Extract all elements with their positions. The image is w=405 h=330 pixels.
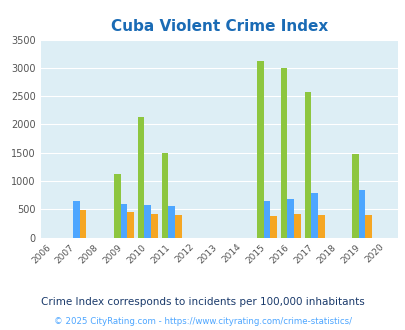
Bar	[79, 210, 86, 238]
Bar	[137, 116, 144, 238]
Bar	[317, 215, 324, 238]
Bar	[293, 214, 300, 238]
Bar	[151, 214, 158, 238]
Bar	[270, 215, 276, 238]
Bar	[144, 205, 151, 238]
Bar	[287, 199, 293, 238]
Bar	[256, 60, 263, 238]
Bar	[351, 154, 358, 238]
Bar	[127, 212, 134, 238]
Title: Cuba Violent Crime Index: Cuba Violent Crime Index	[110, 19, 327, 34]
Bar	[161, 153, 168, 238]
Legend: Cuba, New Mexico, National: Cuba, New Mexico, National	[79, 327, 358, 330]
Bar	[120, 204, 127, 238]
Bar	[263, 201, 270, 238]
Bar	[364, 215, 371, 238]
Bar	[73, 201, 79, 238]
Bar	[304, 92, 310, 238]
Bar	[358, 190, 364, 238]
Text: © 2025 CityRating.com - https://www.cityrating.com/crime-statistics/: © 2025 CityRating.com - https://www.city…	[54, 317, 351, 326]
Text: Crime Index corresponds to incidents per 100,000 inhabitants: Crime Index corresponds to incidents per…	[41, 297, 364, 307]
Bar	[114, 174, 120, 238]
Bar	[310, 193, 317, 238]
Bar	[175, 215, 181, 238]
Bar	[168, 206, 175, 238]
Bar	[280, 68, 287, 238]
